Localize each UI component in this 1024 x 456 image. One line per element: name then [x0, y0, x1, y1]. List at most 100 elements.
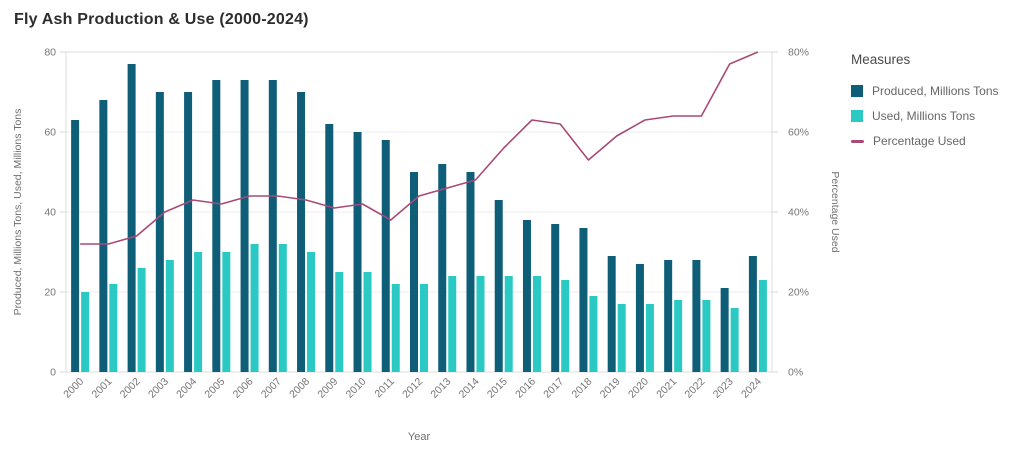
bar-used-2012[interactable] [420, 284, 428, 372]
bar-produced-2014[interactable] [466, 172, 475, 372]
bar-used-2011[interactable] [391, 284, 400, 372]
legend: Measures Produced, Millions Tons Used, M… [851, 52, 1021, 159]
bar-used-2002[interactable] [137, 268, 146, 372]
x-tick-label-2021: 2021 [654, 376, 679, 401]
bar-produced-2004[interactable] [184, 92, 193, 372]
bar-produced-2023[interactable] [720, 288, 729, 372]
bar-used-2022[interactable] [702, 300, 711, 372]
left-axis-tick-label: 40 [44, 207, 56, 219]
x-tick-label-2018: 2018 [570, 376, 595, 401]
page-title: Fly Ash Production & Use (2000-2024) [14, 11, 309, 28]
fly-ash-chart: 0 0%20 20%40 40%60 60%80 80%2000 2001 2002 2003 2… [12, 47, 841, 444]
legend-title: Measures [851, 52, 911, 67]
left-axis-tick-label: 20 [44, 287, 56, 299]
percentage-used-line-swatch-icon [851, 139, 864, 143]
bar-used-2005[interactable] [222, 252, 231, 372]
bar-produced-2021[interactable] [664, 260, 673, 372]
bar-used-2004[interactable] [194, 252, 203, 372]
x-tick-label-2003: 2003 [146, 376, 171, 401]
bar-used-2013[interactable] [448, 276, 457, 372]
legend-item-label: Produced, Millions Tons [872, 84, 999, 98]
x-tick-label-2009: 2009 [315, 376, 340, 401]
x-tick-label-2024: 2024 [739, 376, 764, 401]
bar-used-2024[interactable] [758, 280, 767, 372]
bar-produced-2019[interactable] [607, 256, 616, 372]
x-tick-label-2002: 2002 [118, 376, 143, 401]
bar-produced-2018[interactable] [579, 228, 588, 372]
x-tick-label-2008: 2008 [287, 376, 312, 401]
legend-item-used[interactable]: Used, Millions Tons [851, 109, 1021, 123]
x-tick-label-2013: 2013 [428, 376, 453, 401]
bar-produced-2012[interactable] [410, 172, 418, 372]
bar-used-2014[interactable] [476, 276, 485, 372]
bar-used-2023[interactable] [730, 308, 739, 372]
bar-produced-2011[interactable] [381, 140, 390, 372]
right-axis-tick-label: 80% [788, 47, 809, 59]
bar-used-2007[interactable] [278, 244, 287, 372]
bar-produced-2003[interactable] [155, 92, 164, 372]
left-axis-tick-label: 80 [44, 47, 56, 59]
bar-produced-2000[interactable] [71, 120, 80, 372]
bar-produced-2024[interactable] [748, 256, 757, 372]
bar-used-2021[interactable] [674, 300, 683, 372]
bar-produced-2017[interactable] [551, 224, 560, 372]
x-tick-label-2022: 2022 [683, 376, 708, 401]
x-tick-label-2006: 2006 [231, 376, 256, 401]
x-axis-title: Year [408, 431, 431, 443]
bar-used-2009[interactable] [335, 272, 344, 372]
x-tick-label-2014: 2014 [457, 376, 482, 401]
x-tick-label-2001: 2001 [89, 376, 114, 401]
bar-used-2006[interactable] [250, 244, 259, 372]
bar-used-2015[interactable] [504, 276, 513, 372]
x-tick-label-2015: 2015 [485, 376, 510, 401]
percentage-used-line [80, 51, 759, 245]
x-tick-label-2010: 2010 [344, 376, 369, 401]
legend-item-percentage-used[interactable]: Percentage Used [851, 134, 1021, 148]
left-axis-tick-label: 60 [44, 127, 56, 139]
legend-item-label: Percentage Used [873, 134, 966, 148]
bar-used-2018[interactable] [589, 296, 598, 372]
x-tick-label-2023: 2023 [711, 376, 736, 401]
bar-used-2020[interactable] [645, 304, 654, 372]
bar-used-2017[interactable] [561, 280, 570, 372]
x-tick-label-2020: 2020 [626, 376, 651, 401]
x-tick-label-2017: 2017 [541, 376, 566, 401]
bar-used-2019[interactable] [617, 304, 626, 372]
bar-used-2010[interactable] [363, 272, 372, 372]
right-axis-tick-label: 20% [788, 287, 809, 299]
bar-used-2001[interactable] [109, 284, 118, 372]
bar-produced-2006[interactable] [240, 80, 249, 372]
bar-used-2016[interactable] [532, 276, 541, 372]
produced-swatch-icon [851, 85, 863, 97]
right-axis-tick-label: 60% [788, 127, 809, 139]
x-tick-label-2005: 2005 [202, 376, 227, 401]
x-tick-label-2000: 2000 [61, 376, 86, 401]
right-axis-tick-label: 40% [788, 207, 809, 219]
legend-item-label: Used, Millions Tons [872, 109, 976, 123]
x-tick-label-2012: 2012 [400, 376, 425, 401]
bar-produced-2002[interactable] [127, 64, 136, 372]
left-axis-title: Produced, Millions Tons, Used, Millions … [12, 109, 24, 316]
bar-produced-2016[interactable] [522, 220, 531, 372]
x-tick-label-2007: 2007 [259, 376, 284, 401]
used-swatch-icon [851, 110, 863, 122]
bar-produced-2015[interactable] [494, 200, 503, 372]
legend-item-produced[interactable]: Produced, Millions Tons [851, 84, 1021, 98]
bar-produced-2009[interactable] [325, 124, 334, 372]
x-tick-label-2019: 2019 [598, 376, 623, 401]
x-tick-label-2011: 2011 [372, 376, 397, 401]
bar-produced-2005[interactable] [212, 80, 221, 372]
bar-produced-2022[interactable] [692, 260, 701, 372]
bar-produced-2010[interactable] [353, 132, 362, 372]
bar-produced-2008[interactable] [297, 92, 306, 372]
bar-produced-2001[interactable] [99, 100, 108, 372]
bar-produced-2013[interactable] [438, 164, 447, 372]
right-axis-title: Percentage Used [829, 171, 841, 252]
bar-produced-2007[interactable] [268, 80, 277, 372]
bar-used-2000[interactable] [81, 292, 90, 372]
bar-produced-2020[interactable] [635, 264, 644, 372]
left-axis-tick-label: 0 [50, 367, 56, 379]
x-tick-label-2016: 2016 [513, 376, 538, 401]
bar-used-2008[interactable] [307, 252, 316, 372]
bar-used-2003[interactable] [165, 260, 174, 372]
